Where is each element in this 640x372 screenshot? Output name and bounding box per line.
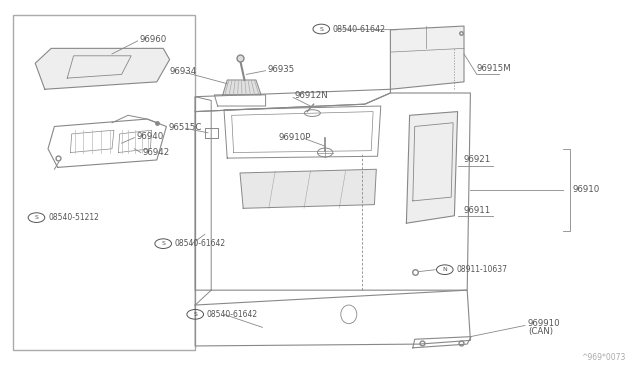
Polygon shape xyxy=(35,48,170,89)
Text: 96911: 96911 xyxy=(463,206,491,215)
Text: 96910: 96910 xyxy=(573,185,600,194)
Text: 96942: 96942 xyxy=(143,148,170,157)
Text: 96915M: 96915M xyxy=(477,64,511,73)
Text: 96940: 96940 xyxy=(136,132,164,141)
Text: 96910P: 96910P xyxy=(278,133,311,142)
Text: (CAN): (CAN) xyxy=(528,327,553,336)
Polygon shape xyxy=(223,80,261,95)
Text: 96912N: 96912N xyxy=(294,92,328,100)
Text: S: S xyxy=(161,241,165,246)
Text: 08911-10637: 08911-10637 xyxy=(456,265,508,274)
Text: 96921: 96921 xyxy=(463,155,491,164)
Text: S: S xyxy=(319,26,323,32)
Bar xyxy=(13,15,195,350)
Text: S: S xyxy=(35,215,38,220)
Text: 969910: 969910 xyxy=(528,319,561,328)
Polygon shape xyxy=(390,26,464,89)
Text: 96934: 96934 xyxy=(170,67,197,76)
Polygon shape xyxy=(240,169,376,208)
Text: 08540-51212: 08540-51212 xyxy=(48,213,99,222)
Text: ^969*0073: ^969*0073 xyxy=(582,353,626,362)
Text: 96935: 96935 xyxy=(268,65,295,74)
Text: 08540-61642: 08540-61642 xyxy=(207,310,258,319)
Text: N: N xyxy=(442,267,447,272)
Text: 96960: 96960 xyxy=(140,35,167,44)
Text: 08540-61642: 08540-61642 xyxy=(333,25,386,33)
Text: 08540-61642: 08540-61642 xyxy=(175,239,226,248)
Text: 96515C: 96515C xyxy=(168,123,202,132)
Text: S: S xyxy=(193,312,197,317)
Polygon shape xyxy=(406,112,458,223)
